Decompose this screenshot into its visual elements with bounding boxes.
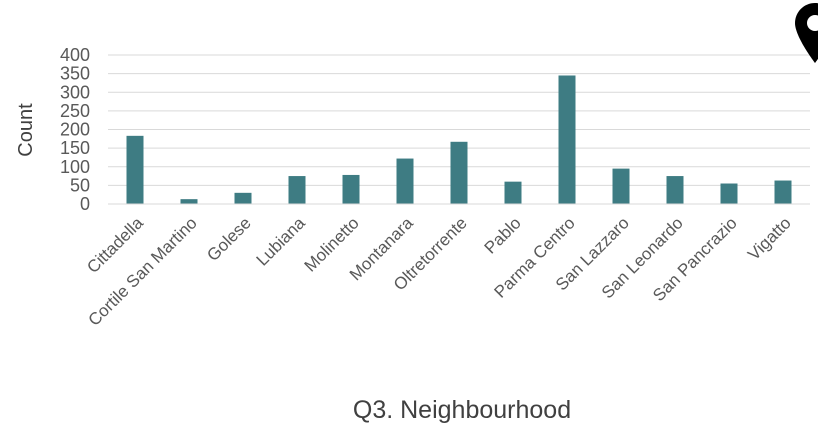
bar bbox=[450, 141, 468, 204]
x-axis-title: Q3. Neighbourhood bbox=[353, 396, 571, 424]
bars bbox=[126, 75, 792, 204]
y-axis-title: Count bbox=[15, 103, 37, 157]
x-tick-label: Golese bbox=[203, 213, 255, 265]
bar bbox=[558, 75, 576, 204]
bar bbox=[612, 168, 630, 204]
bar bbox=[288, 176, 306, 204]
bar bbox=[666, 176, 684, 204]
bar bbox=[234, 192, 252, 204]
bar bbox=[504, 181, 522, 204]
y-tick-label: 200 bbox=[60, 120, 90, 140]
map-pin-icon bbox=[795, 3, 818, 63]
y-tick-label: 250 bbox=[60, 101, 90, 121]
y-tick-label: 50 bbox=[70, 175, 90, 195]
bar bbox=[774, 180, 792, 204]
x-tick-label: Vigatto bbox=[744, 213, 795, 264]
y-tick-label: 100 bbox=[60, 157, 90, 177]
y-tick-label: 350 bbox=[60, 64, 90, 84]
y-tick-label: 150 bbox=[60, 138, 90, 158]
y-tick-label: 400 bbox=[60, 45, 90, 65]
bar bbox=[126, 135, 144, 204]
bar bbox=[396, 158, 414, 204]
y-tick-label: 300 bbox=[60, 82, 90, 102]
y-tick-label: 0 bbox=[80, 194, 90, 214]
x-tick-label: Pablo bbox=[481, 213, 525, 257]
bar bbox=[342, 174, 360, 204]
bar bbox=[180, 199, 198, 204]
bar bbox=[720, 183, 738, 204]
